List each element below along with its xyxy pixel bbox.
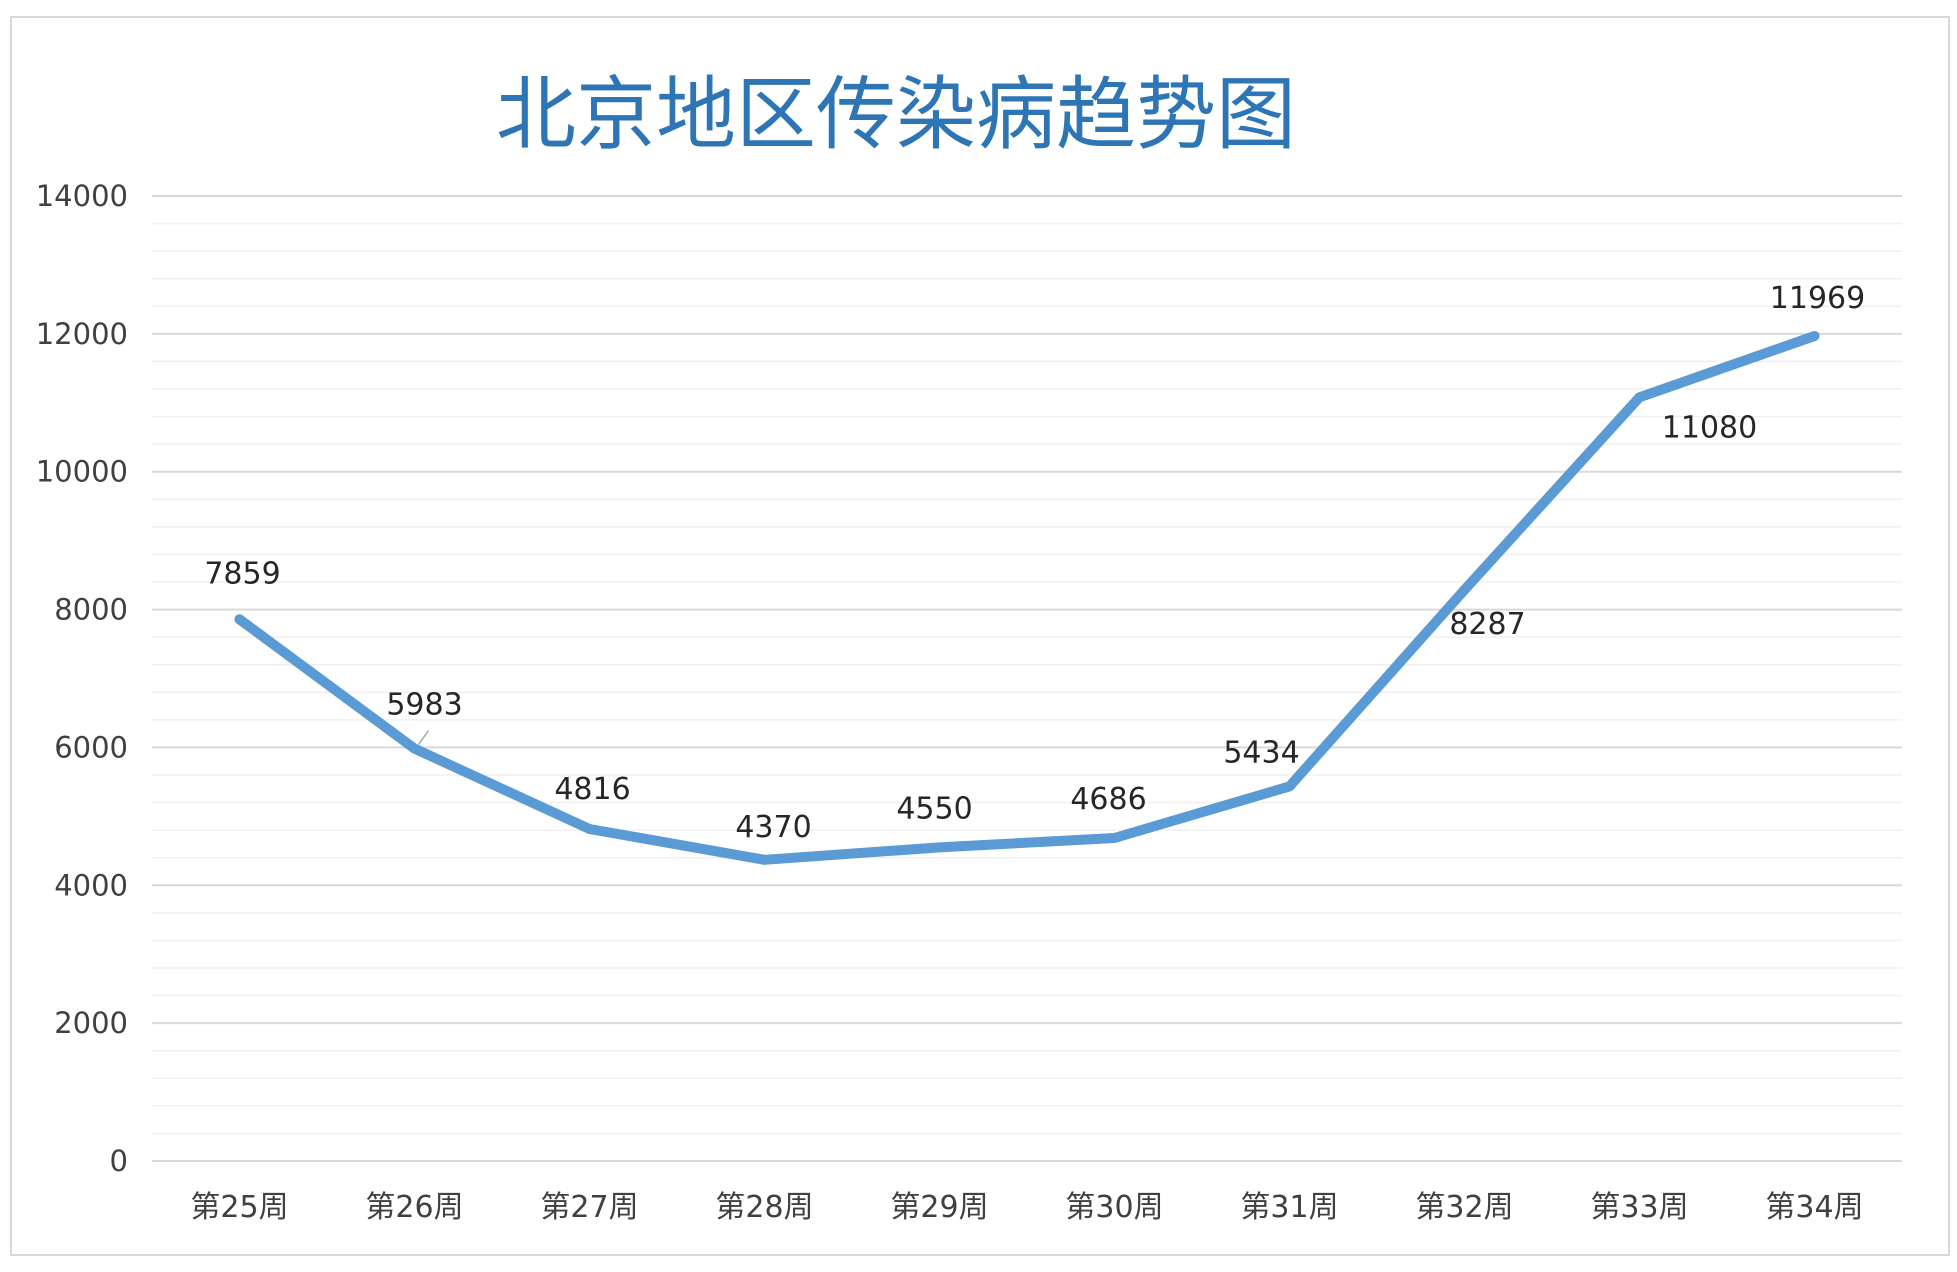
y-tick-label: 2000 — [54, 1006, 128, 1040]
y-tick-label: 10000 — [36, 455, 128, 489]
major-gridlines — [152, 195, 1902, 1162]
data-label: 4370 — [735, 810, 811, 845]
y-tick-label: 0 — [110, 1144, 128, 1178]
data-point — [409, 743, 420, 754]
x-category-label: 第25周 — [190, 1190, 288, 1225]
data-point — [1284, 781, 1295, 792]
x-category-label: 第26周 — [365, 1190, 463, 1225]
chart-frame — [10, 16, 1950, 1256]
data-point — [1809, 330, 1820, 341]
data-label: 8287 — [1449, 607, 1525, 642]
data-label: 4550 — [896, 791, 972, 826]
x-category-label: 第34周 — [1765, 1190, 1863, 1225]
data-point — [1634, 392, 1645, 403]
x-category-label: 第31周 — [1240, 1190, 1338, 1225]
data-label: 11080 — [1662, 410, 1757, 445]
data-point — [584, 824, 595, 835]
x-axis-category-labels: 第25周 第26周 第27周 第28周 第29周 第30周 第31周 第32周 第33周 第34周 — [190, 1190, 1863, 1225]
data-label: 4816 — [554, 772, 630, 807]
series-line — [234, 331, 1820, 865]
y-tick-label: 6000 — [54, 730, 128, 764]
x-category-label: 第27周 — [540, 1190, 638, 1225]
y-tick-label: 4000 — [54, 868, 128, 902]
y-axis-tick-labels: 0 2000 4000 6000 8000 10000 12000 14000 — [36, 179, 128, 1178]
data-point — [759, 854, 770, 865]
data-label: 5983 — [386, 688, 462, 723]
x-category-label: 第28周 — [715, 1190, 813, 1225]
x-category-label: 第29周 — [890, 1190, 988, 1225]
data-point — [934, 842, 945, 853]
x-category-label: 第33周 — [1590, 1190, 1688, 1225]
data-point — [1459, 584, 1470, 595]
data-label: 5434 — [1223, 735, 1299, 770]
data-point — [1109, 833, 1120, 844]
data-point — [234, 614, 245, 625]
x-category-label: 第32周 — [1415, 1190, 1513, 1225]
data-label-leader-line — [417, 730, 430, 746]
x-category-label: 第30周 — [1065, 1190, 1163, 1225]
data-labels: 7859 5983 4816 4370 4550 4686 5434 8287 11080 119… — [204, 281, 1865, 845]
data-label: 7859 — [204, 556, 280, 591]
y-tick-label: 14000 — [36, 179, 128, 213]
data-label: 11969 — [1770, 281, 1865, 316]
series-group — [234, 330, 1820, 865]
data-label: 4686 — [1070, 782, 1146, 817]
minor-gridlines — [152, 222, 1902, 1135]
y-tick-label: 12000 — [36, 317, 128, 351]
y-tick-label: 8000 — [54, 593, 128, 627]
chart-title: 北京地区传染病趋势图 — [496, 68, 1296, 161]
